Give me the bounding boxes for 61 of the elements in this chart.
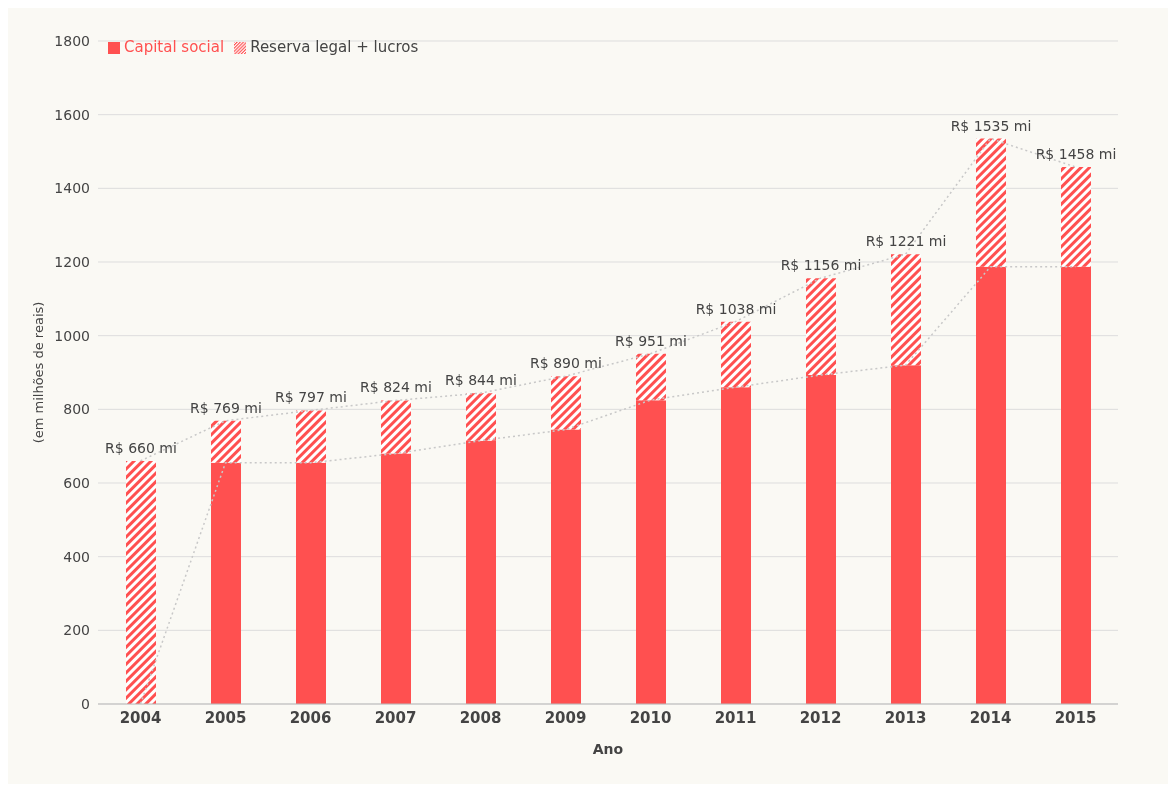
y-tick-label: 0 <box>81 695 90 712</box>
y-axis-title: (em milhões de reais) <box>30 301 46 444</box>
total-label: R$ 1535 mi <box>950 117 1032 134</box>
bar <box>721 321 751 388</box>
total-label: R$ 890 mi <box>530 355 602 372</box>
total-label: R$ 1038 mi <box>695 300 777 317</box>
y-tick-label: 600 <box>63 474 90 491</box>
x-tick-label: 2006 <box>289 708 332 727</box>
x-tick-label: 2005 <box>204 708 247 727</box>
total-label: R$ 844 mi <box>445 372 517 389</box>
x-tick-label: 2007 <box>374 708 417 727</box>
bar <box>211 420 241 463</box>
total-label: R$ 660 mi <box>105 439 177 456</box>
bar <box>296 410 326 463</box>
bar <box>211 462 241 704</box>
x-axis-title: Ano <box>592 741 624 757</box>
bar <box>466 440 496 704</box>
bar <box>126 460 156 704</box>
x-tick-label: 2011 <box>714 708 757 727</box>
y-tick-label: 1800 <box>54 32 90 49</box>
bar <box>551 429 581 704</box>
bar <box>381 453 411 704</box>
bar <box>296 462 326 704</box>
x-tick-label: 2008 <box>459 708 502 727</box>
bar <box>381 400 411 454</box>
bar <box>1061 266 1091 704</box>
total-label: R$ 824 mi <box>360 379 432 396</box>
total-label: R$ 1458 mi <box>1035 145 1117 162</box>
y-tick-label: 1600 <box>54 106 90 123</box>
bar <box>976 266 1006 704</box>
y-tick-label: 200 <box>63 622 90 639</box>
x-tick-label: 2015 <box>1054 708 1097 727</box>
bar <box>636 353 666 401</box>
bar <box>721 387 751 704</box>
x-tick-label: 2013 <box>884 708 927 727</box>
bar <box>806 278 836 376</box>
bar <box>1061 166 1091 267</box>
y-tick-label: 1200 <box>54 253 90 270</box>
total-label: R$ 769 mi <box>190 399 262 416</box>
bar <box>551 376 581 430</box>
total-label: R$ 1221 mi <box>865 233 947 250</box>
y-tick-label: 1000 <box>54 327 90 344</box>
bar <box>891 365 921 704</box>
y-tick-label: 800 <box>63 401 90 418</box>
x-tick-label: 2004 <box>119 708 162 727</box>
x-tick-label: 2009 <box>544 708 587 727</box>
x-tick-label: 2012 <box>799 708 842 727</box>
x-tick-label: 2010 <box>629 708 672 727</box>
bar <box>466 393 496 441</box>
total-label: R$ 1156 mi <box>780 257 862 274</box>
bar <box>891 254 921 366</box>
bar <box>976 138 1006 267</box>
legend-label: Reserva legal + lucros <box>250 38 419 56</box>
legend-label: Capital social <box>124 38 225 56</box>
y-tick-label: 1400 <box>54 180 90 197</box>
bar <box>806 375 836 704</box>
bar <box>636 400 666 704</box>
x-tick-label: 2014 <box>969 708 1012 727</box>
total-label: R$ 797 mi <box>275 389 347 406</box>
y-tick-label: 400 <box>63 548 90 565</box>
total-label: R$ 951 mi <box>615 332 687 349</box>
